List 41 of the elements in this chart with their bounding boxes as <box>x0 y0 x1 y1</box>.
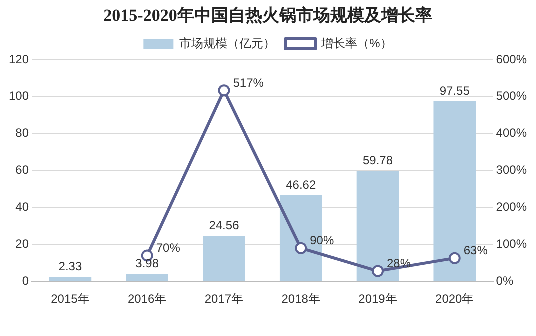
y2-tick-label: 300% <box>496 163 528 178</box>
data-label: 24.56 <box>209 218 240 233</box>
bar <box>49 277 92 282</box>
x-tick-label: 2016年 <box>128 292 167 306</box>
data-label: 63% <box>464 244 488 258</box>
y2-tick-label: 600% <box>496 52 528 66</box>
data-label: 517% <box>233 76 264 90</box>
y-tick-label: 80 <box>16 126 30 140</box>
data-label: 97.55 <box>440 84 470 98</box>
y-tick-label: 100 <box>8 89 30 104</box>
x-tick-label: 2015年 <box>51 292 90 306</box>
y-tick-label: 0 <box>22 274 30 288</box>
x-tick-label: 2020年 <box>436 292 474 306</box>
y-tick-label: 20 <box>16 236 30 251</box>
data-label: 3.98 <box>136 256 160 271</box>
data-label: 90% <box>310 234 334 248</box>
x-tick-label: 2017年 <box>204 292 244 306</box>
legend-label: 增长率（%） <box>320 36 392 50</box>
y-tick-label: 120 <box>8 52 30 66</box>
y-tick-label: 40 <box>16 200 30 214</box>
x-tick-label: 2019年 <box>358 292 398 306</box>
data-label: 70% <box>156 241 181 256</box>
point <box>372 265 384 278</box>
chart-title: 2015-2020年中国自热火锅市场规模及增长率 <box>102 5 434 27</box>
data-label: 46.62 <box>286 178 316 192</box>
y2-tick-label: 0% <box>496 274 514 288</box>
y2-tick-label: 500% <box>496 89 528 104</box>
legend-label: 市场规模（亿元） <box>180 36 276 50</box>
y2-tick-label: 200% <box>496 200 528 214</box>
point <box>448 252 461 264</box>
bar <box>126 274 168 282</box>
x-tick-label: 2018年 <box>282 292 320 306</box>
bar <box>203 236 246 282</box>
data-label: 2.33 <box>58 260 82 274</box>
data-label: 59.78 <box>362 154 394 168</box>
y2-tick-label: 100% <box>496 236 528 251</box>
data-label: 28% <box>386 256 412 271</box>
point <box>295 242 308 254</box>
point <box>218 84 230 97</box>
y-tick-label: 60 <box>16 163 30 178</box>
y2-tick-label: 400% <box>496 126 528 140</box>
